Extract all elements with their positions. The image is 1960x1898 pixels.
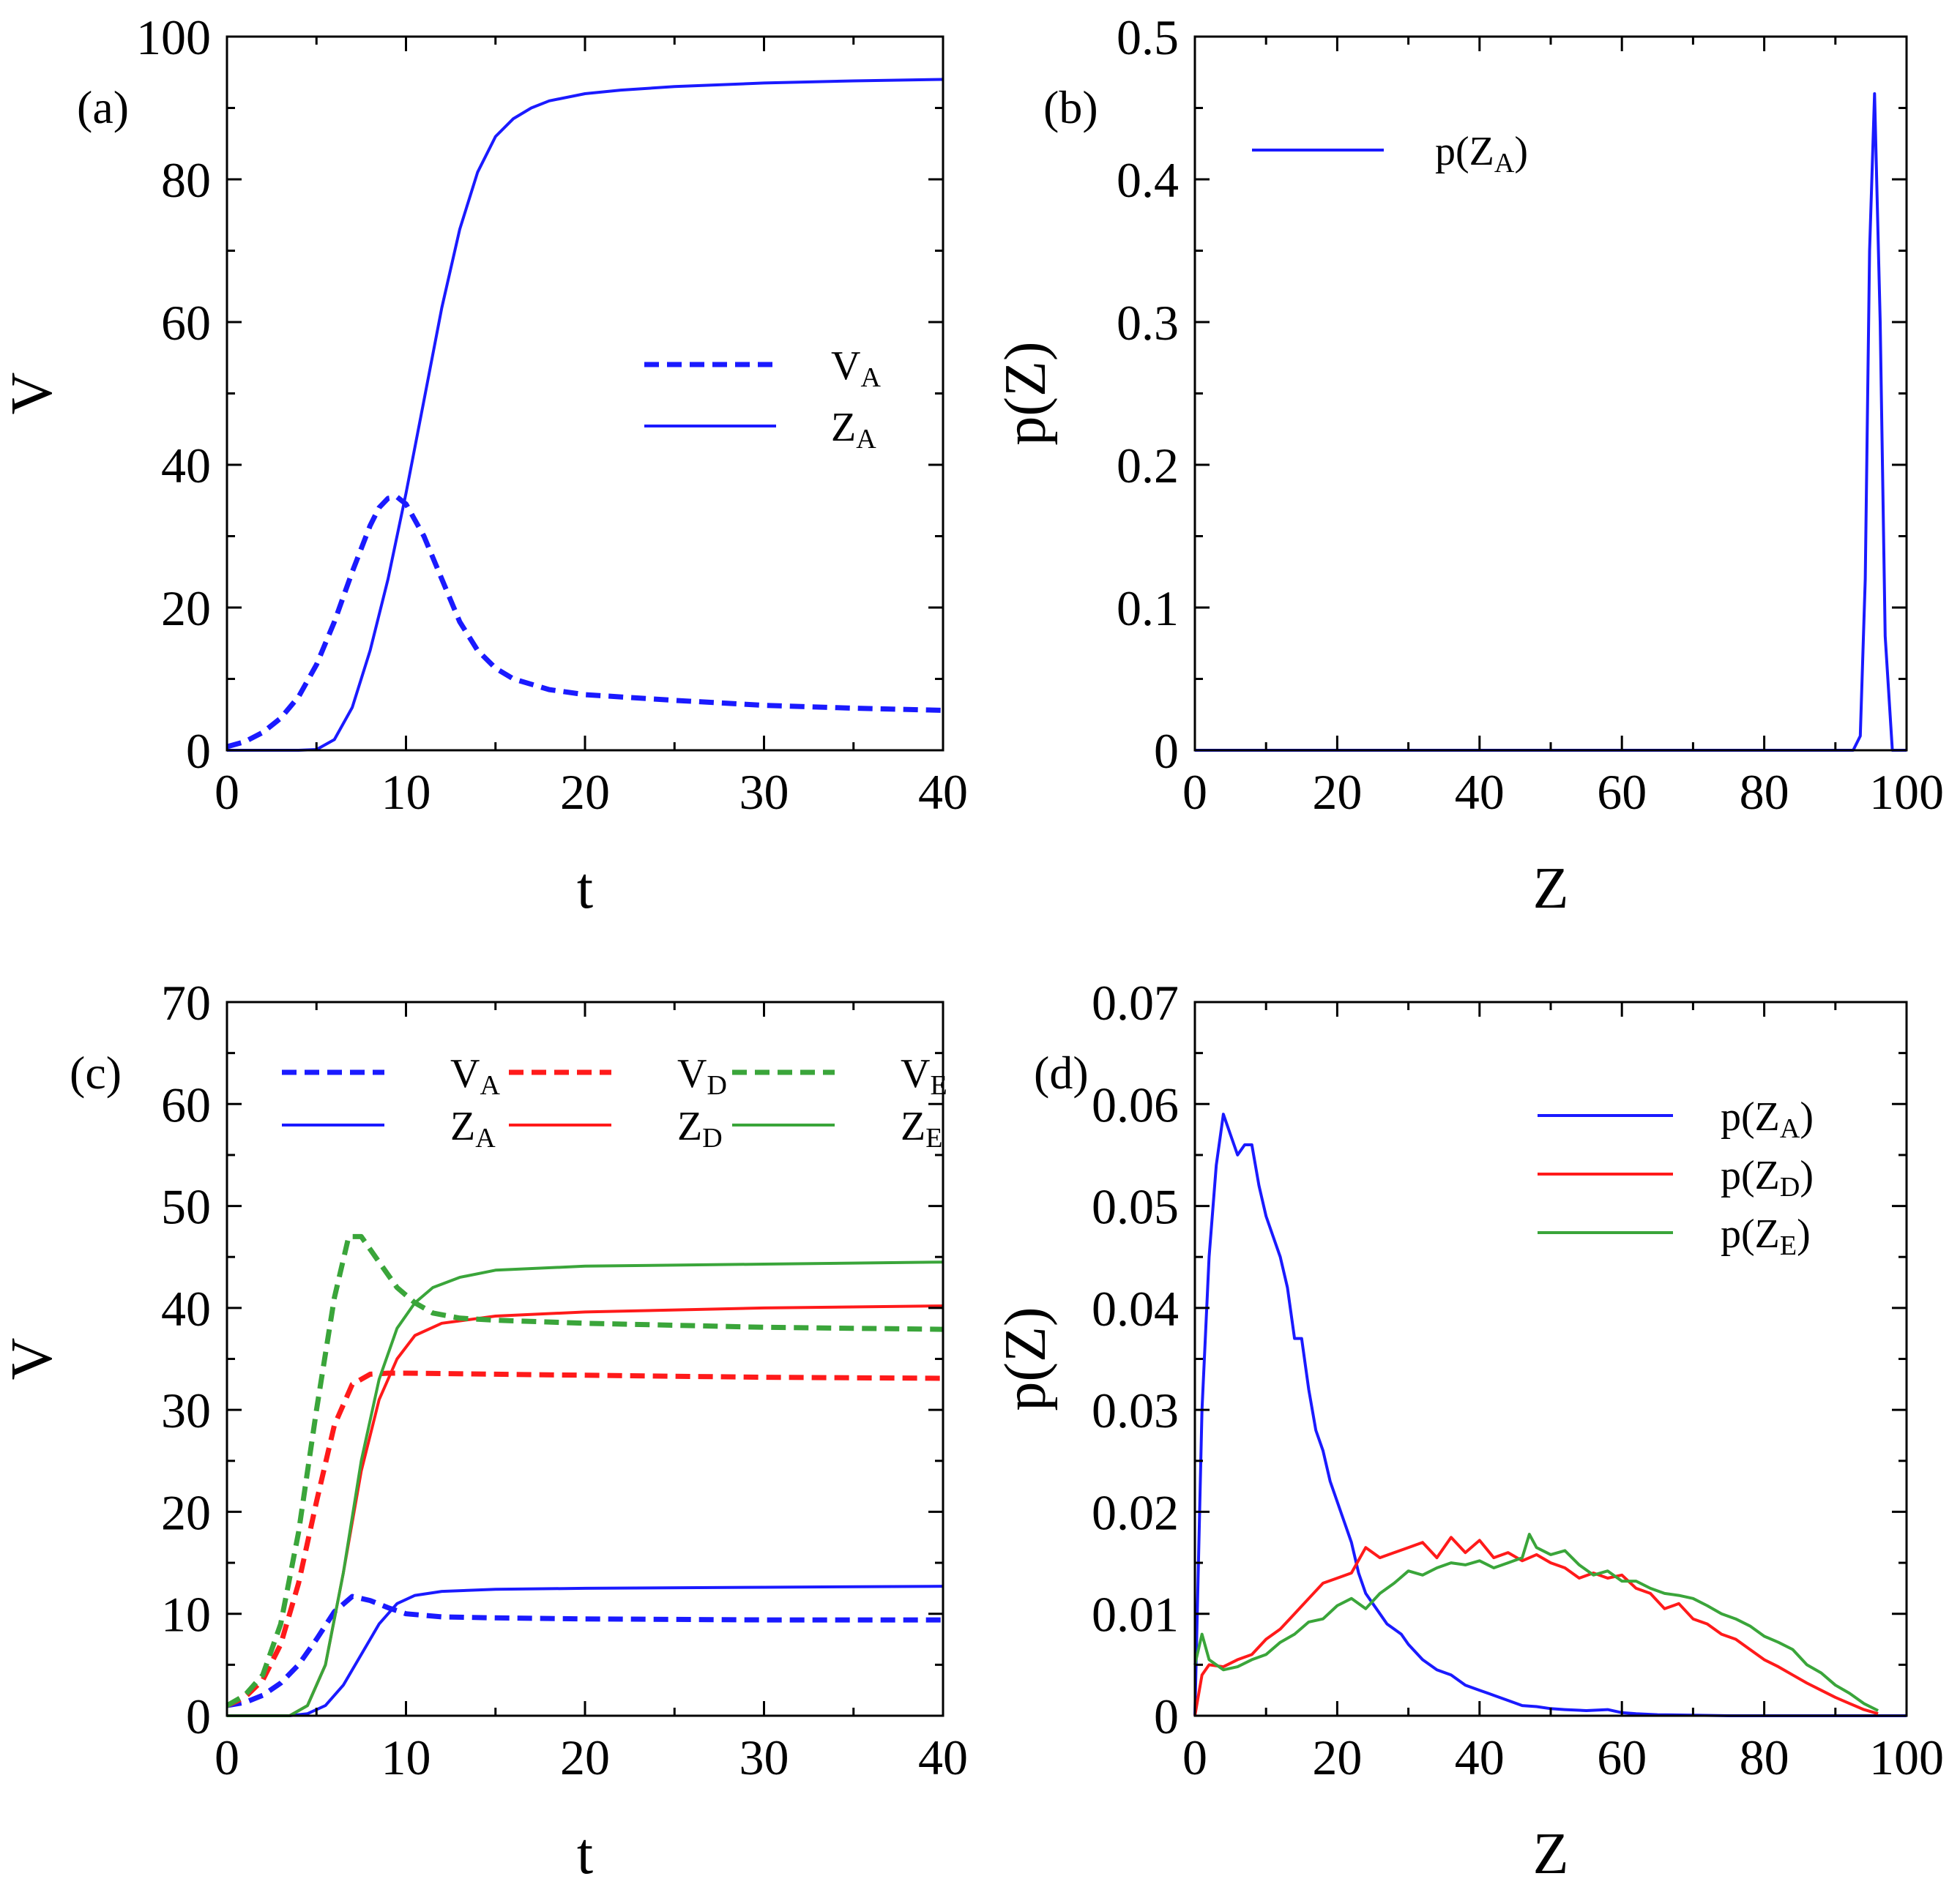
x-tick-label: 30: [739, 764, 789, 820]
x-axis-label: t: [577, 1822, 593, 1886]
series-line-z-a: [227, 78, 944, 752]
x-tick-label: 0: [215, 1730, 239, 1785]
series-line-pz-d: [1193, 1536, 1879, 1716]
chart-panel-1: 0 10 20 30 40 0 20 40 60 80 100 t V (a) VA ZA: [0, 10, 968, 921]
y-tick-label: 0.2: [1117, 438, 1179, 493]
x-tick-label: 60: [1597, 764, 1647, 820]
y-tick-label: 0.07: [1092, 975, 1179, 1031]
x-tick-label: 20: [1312, 764, 1362, 820]
y-axis-label: p(Z): [994, 1307, 1058, 1411]
legend-label: VE: [901, 1051, 947, 1101]
legend-label: VA: [450, 1051, 500, 1101]
legend: p(ZA): [1252, 129, 1528, 179]
y-axis-label: p(Z): [994, 341, 1058, 445]
x-tick-label: 20: [1312, 1730, 1362, 1785]
y-axis-label: V: [0, 373, 64, 415]
panel-label: (c): [70, 1047, 122, 1099]
legend: VA ZA: [644, 343, 881, 455]
x-axis-label: t: [577, 856, 593, 921]
plot-frame: [226, 35, 944, 752]
y-tick-label: 40: [161, 1281, 211, 1337]
x-tick-label: 10: [381, 764, 431, 820]
legend-label: ZA: [450, 1104, 496, 1154]
chart-panel-2: 0 20 40 60 80 100 0 0.1 0.2 0.3 0.4 0.5 Zp(Z) (b) p(ZA…: [994, 10, 1944, 921]
y-tick-label: 40: [161, 438, 211, 493]
y-tick-label: 80: [161, 152, 211, 208]
legend-label: p(ZA): [1435, 129, 1528, 179]
y-axis-label: V: [0, 1338, 64, 1380]
y-tick-label: 0.5: [1117, 10, 1179, 65]
y-tick-label: 0.04: [1092, 1281, 1179, 1337]
legend-label: p(ZA): [1721, 1094, 1814, 1144]
legend: p(ZA) p(ZD) p(ZE): [1538, 1094, 1814, 1261]
legend-label: p(ZD): [1721, 1153, 1814, 1203]
y-tick-label: 60: [161, 295, 211, 351]
x-tick-label: 0: [1182, 764, 1207, 820]
x-tick-label: 40: [1455, 1730, 1505, 1785]
x-tick-label: 10: [381, 1730, 431, 1785]
series-line-z-d: [227, 1304, 944, 1717]
x-tick-label: 40: [918, 1730, 968, 1785]
x-tick-label: 60: [1597, 1730, 1647, 1785]
y-tick-label: 0: [186, 1689, 211, 1744]
y-tick-label: 0.01: [1092, 1587, 1179, 1643]
x-tick-label: 0: [1182, 1730, 1207, 1785]
y-tick-label: 0: [1154, 1689, 1179, 1744]
y-tick-label: 30: [161, 1383, 211, 1438]
x-tick-label: 100: [1869, 764, 1944, 820]
plot-frame: [1193, 35, 1908, 752]
y-tick-label: 20: [161, 580, 211, 636]
y-tick-label: 0.06: [1092, 1077, 1179, 1132]
y-tick-label: 0.05: [1092, 1179, 1179, 1235]
series-line-z-e: [227, 1260, 944, 1717]
y-tick-label: 100: [136, 10, 211, 65]
chart-panel-4: 0 20 40 60 80 100 0 0.01 0.02 0.03 0.04 0.05 0.06 0.0…: [994, 975, 1944, 1886]
series-line-z-a: [227, 1585, 944, 1717]
legend-label: ZD: [677, 1104, 723, 1154]
panel-label: (d): [1034, 1047, 1089, 1099]
x-tick-label: 30: [739, 1730, 789, 1785]
series-line-v-d: [226, 1370, 944, 1708]
y-tick-label: 0.1: [1117, 580, 1179, 636]
y-tick-label: 0.02: [1092, 1484, 1179, 1540]
y-tick-label: 10: [161, 1587, 211, 1643]
x-axis-label: Z: [1533, 1822, 1569, 1886]
legend-label: VA: [831, 343, 881, 393]
x-tick-label: 0: [215, 764, 239, 820]
series-line-v-e: [226, 1233, 944, 1708]
legend-label: ZA: [831, 405, 876, 455]
y-tick-label: 0: [186, 723, 211, 779]
y-tick-label: 0.03: [1092, 1383, 1179, 1438]
series-line-pz-a: [1195, 92, 1907, 752]
x-tick-label: 80: [1740, 764, 1789, 820]
panel-label: (a): [77, 81, 129, 133]
series-line-v-a: [226, 1594, 943, 1708]
y-tick-label: 20: [161, 1484, 211, 1540]
x-tick-label: 40: [1455, 764, 1505, 820]
y-tick-label: 0.3: [1117, 295, 1179, 351]
x-tick-label: 40: [918, 764, 968, 820]
legend-label: ZE: [901, 1104, 942, 1154]
series-line-pz-a: [1193, 1113, 1907, 1717]
x-tick-label: 100: [1869, 1730, 1944, 1785]
y-tick-label: 60: [161, 1077, 211, 1132]
y-tick-label: 0.4: [1117, 152, 1179, 208]
x-tick-label: 80: [1740, 1730, 1789, 1785]
y-tick-label: 70: [161, 975, 211, 1031]
y-tick-label: 0: [1154, 723, 1179, 779]
series-line-v-a: [226, 494, 944, 750]
y-tick-label: 50: [161, 1179, 211, 1235]
panel-label: (b): [1043, 81, 1098, 133]
legend-label: p(ZE): [1721, 1211, 1811, 1261]
x-tick-label: 20: [560, 764, 610, 820]
x-axis-label: Z: [1533, 856, 1569, 921]
legend-label: VD: [677, 1051, 727, 1101]
x-tick-label: 20: [560, 1730, 610, 1785]
series-line-pz-e: [1193, 1533, 1879, 1712]
